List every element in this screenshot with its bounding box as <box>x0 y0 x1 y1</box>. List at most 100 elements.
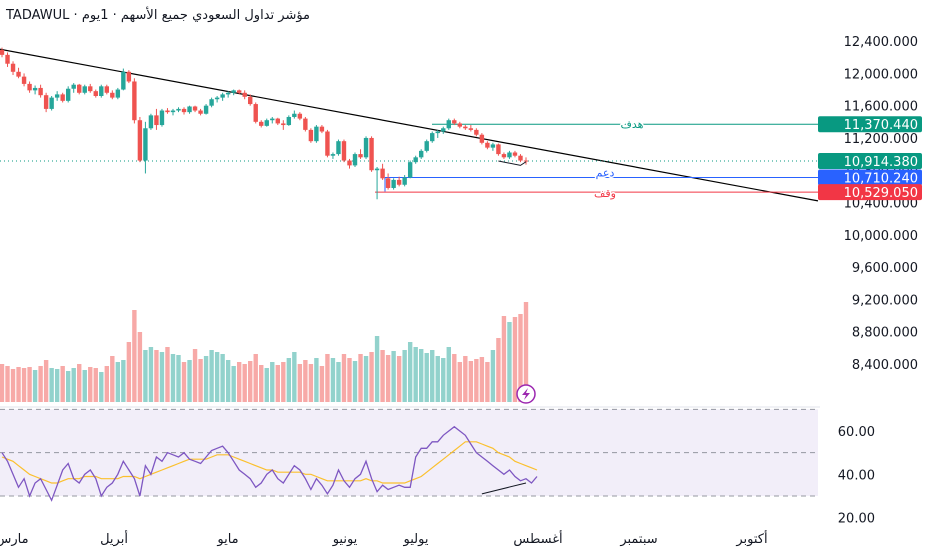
volume-bar <box>419 349 424 402</box>
volume-bar <box>121 360 126 402</box>
volume-bar <box>242 364 247 402</box>
candle-body <box>203 105 209 114</box>
candle-body <box>242 92 247 97</box>
candle-body <box>391 179 396 188</box>
volume-bar <box>496 338 501 402</box>
stop-price-tag-bg <box>818 184 922 201</box>
rsi-tick-label: 40.00 <box>838 468 875 483</box>
rsi-line <box>1 425 538 502</box>
candle-body <box>336 141 341 155</box>
volume-bar <box>60 366 65 402</box>
time-axis-label: يونيو <box>332 532 358 547</box>
current-price-tag: 10,914.380 <box>844 155 918 170</box>
volume-bar <box>286 358 292 402</box>
volume-bar <box>159 352 165 402</box>
volume-bar <box>49 368 54 402</box>
candle-body <box>165 110 170 113</box>
candle-body <box>121 71 126 90</box>
price-tick-label: 10,000.000 <box>844 229 918 244</box>
volume-bar <box>413 347 418 402</box>
rsi-tick-label: 20.00 <box>838 512 875 527</box>
price-tick-label: 8,800.000 <box>852 326 918 341</box>
candle-body <box>518 155 523 161</box>
volume-bar <box>341 354 347 402</box>
candle-body <box>430 133 435 142</box>
candle-body <box>38 87 43 96</box>
rsi-ma-line <box>1 441 538 484</box>
volume-bar <box>176 355 181 402</box>
volume-bar <box>137 332 143 402</box>
volume-bar <box>435 356 440 402</box>
candle-body <box>154 115 159 126</box>
candle-body <box>496 144 501 155</box>
candle-body <box>181 108 187 113</box>
volume-bar <box>143 350 148 402</box>
volume-bar <box>5 366 10 402</box>
candle-body <box>419 150 424 158</box>
volume-bar <box>181 362 187 402</box>
candle-body <box>192 106 198 111</box>
volume-bar <box>10 369 16 402</box>
candle-body <box>501 154 507 158</box>
target-price-tag-bg <box>818 116 922 133</box>
candle-body <box>27 83 32 91</box>
candle-body <box>99 86 104 96</box>
candle-body <box>236 90 242 93</box>
volume-bar <box>21 368 27 402</box>
volume-bar <box>308 364 314 402</box>
candle-body <box>396 179 402 185</box>
candle-body <box>159 110 165 126</box>
volume-bar <box>468 361 474 402</box>
candle-body <box>314 126 319 142</box>
candle-body <box>402 177 407 185</box>
rsi-tick-label: 60.00 <box>838 425 875 440</box>
volume-bar <box>77 364 82 402</box>
price-tick-label: 9,200.000 <box>852 293 918 308</box>
volume-bar <box>319 366 325 402</box>
volume-bar <box>518 314 523 402</box>
candle-body <box>93 91 98 96</box>
volume-bar <box>402 350 407 402</box>
volume-bar <box>347 358 352 402</box>
volume-bar <box>99 372 104 402</box>
volume-bar <box>148 347 154 402</box>
candle-body <box>325 131 330 156</box>
volume-bar <box>225 360 231 402</box>
candle-body <box>358 154 363 158</box>
volume-bar <box>479 357 485 402</box>
price-tick-label: 10,400.000 <box>844 197 918 212</box>
candle-body <box>363 137 369 158</box>
volume-bar <box>220 354 225 402</box>
candle-body <box>187 106 192 113</box>
candle-body <box>248 96 253 105</box>
volume-bar <box>424 353 429 402</box>
time-axis-label: أبريل <box>100 530 128 547</box>
volume-bar <box>330 358 336 402</box>
level-label-1: دعم <box>596 166 615 179</box>
candle-body <box>424 141 429 151</box>
candle-body <box>303 118 308 130</box>
rsi-divergence-line <box>481 482 527 495</box>
volume-bar <box>485 362 490 402</box>
volume-bar <box>441 358 446 402</box>
support-price-tag-bg <box>818 169 922 186</box>
candle-body <box>457 123 463 127</box>
candle-body <box>297 113 303 119</box>
volume-bar <box>303 360 308 402</box>
volume-bar <box>490 350 496 402</box>
volume-bar <box>275 365 280 402</box>
volume-bar <box>65 371 71 402</box>
pattern-drawing <box>498 160 527 166</box>
time-axis-label: أكتوبر <box>735 530 767 547</box>
volume-bar <box>270 362 275 402</box>
volume-bar <box>391 351 396 402</box>
volume-bar <box>281 362 286 402</box>
candle-body <box>198 110 203 114</box>
volume-bar <box>512 317 518 402</box>
candle-body <box>220 94 225 98</box>
candle-body <box>281 123 286 126</box>
volume-bar <box>407 342 413 402</box>
level-label-0: هدف <box>621 118 644 131</box>
volume-bar <box>71 368 76 402</box>
